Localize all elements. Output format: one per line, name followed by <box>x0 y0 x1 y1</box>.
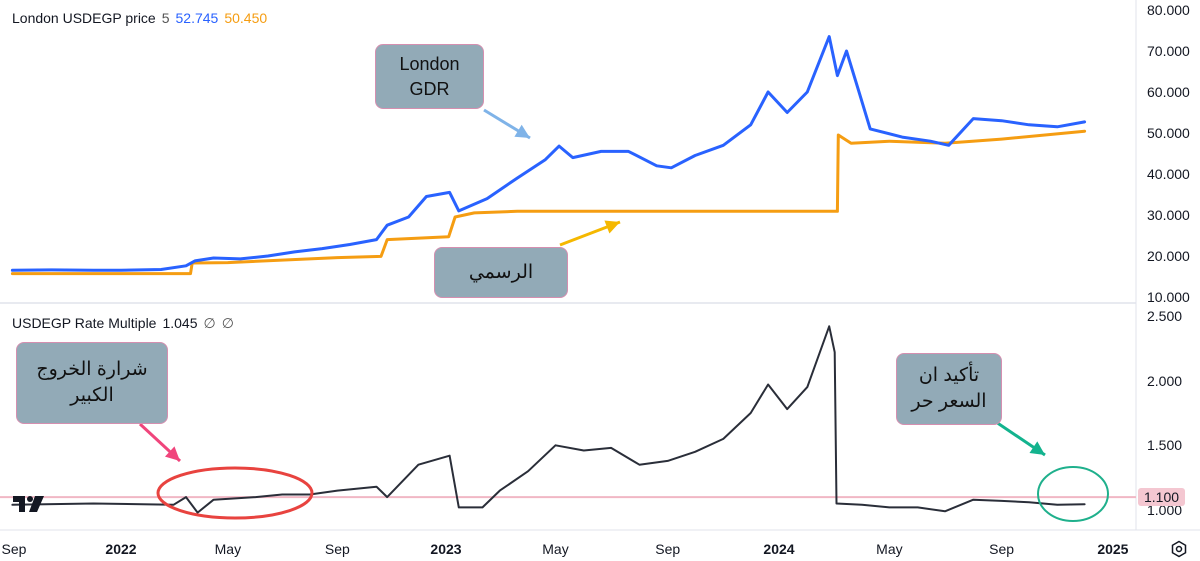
free-price-arrow <box>995 420 1046 457</box>
price-axis-tick-label: 30.000 <box>1147 207 1190 223</box>
official-price-value: 50.450 <box>224 10 268 26</box>
london-price-line <box>10 35 1087 272</box>
multiple-legend[interactable]: USDEGP Rate Multiple 1.045 ∅ ∅ <box>12 315 234 332</box>
time-axis-tick-label: 2024 <box>763 541 795 557</box>
price-axis-tick-label: 20.000 <box>1147 248 1190 264</box>
reference-level-badge: 1.100 <box>1138 488 1186 506</box>
price-axis-tick-label: 60.000 <box>1147 84 1190 100</box>
multiple-axis-tick-label: 2.500 <box>1147 308 1183 324</box>
big-exit-line1: شرارة الخروج <box>36 359 148 381</box>
big-exit-highlight-ellipse <box>156 466 314 520</box>
price-legend[interactable]: London USDEGP price 5 52.745 50.450 <box>12 10 267 26</box>
free-price-note: تأكيد ان السعر حر <box>896 353 1002 425</box>
london-gdr-line2: GDR <box>409 78 450 99</box>
free-price-line1: تأكيد ان <box>918 365 980 387</box>
big-exit-note: شرارة الخروج الكبير <box>16 342 168 424</box>
time-axis-tick-label: May <box>876 541 903 557</box>
price-axis-tick-label: 70.000 <box>1147 43 1190 59</box>
price-axis-tick-label: 50.000 <box>1147 125 1190 141</box>
time-axis-tick-label: 2023 <box>430 541 462 557</box>
multiple-axis-tick-label: 1.500 <box>1147 437 1183 454</box>
time-axis-tick-label: Sep <box>1 541 27 557</box>
london-price-value: 52.745 <box>175 10 219 26</box>
time-axis-tick-label: 2025 <box>1097 541 1129 557</box>
multiple-axis-tick-label: 2.000 <box>1147 372 1183 389</box>
tradingview-logo-icon[interactable] <box>13 494 49 514</box>
price-axis-tick-label: 80.000 <box>1147 2 1190 18</box>
interval-label: 5 <box>161 10 170 26</box>
free-price-line2: السعر حر <box>911 391 987 412</box>
price-axis-tick-label: 40.000 <box>1147 166 1190 182</box>
time-axis-tick-label: May <box>214 541 242 557</box>
london-gdr-note: London GDR <box>375 44 484 109</box>
official-rate-note: الرسمي <box>434 247 568 298</box>
multiple-symbol-label: USDEGP Rate Multiple <box>12 315 157 331</box>
time-axis-tick-label: Sep <box>324 541 350 557</box>
official-rate-text: الرسمي <box>468 261 534 283</box>
rate-multiple-line <box>11 325 1086 514</box>
time-axis-tick-label: 2022 <box>105 541 137 557</box>
price-symbol-label: London USDEGP price <box>12 10 156 26</box>
official-rate-arrow <box>559 220 621 247</box>
time-axis-tick-label: Sep <box>655 541 681 557</box>
price-axis-tick-label: 10.000 <box>1147 289 1190 305</box>
london-gdr-arrow <box>483 108 531 140</box>
big-exit-line2: الكبير <box>70 385 114 406</box>
free-price-highlight-ellipse <box>1037 466 1109 522</box>
official-rate-line <box>10 129 1087 276</box>
series-layer <box>0 35 1136 514</box>
time-axis-tick-label: Sep <box>989 541 1015 557</box>
annotation-layer <box>138 108 1109 522</box>
london-gdr-line1: London <box>399 54 460 75</box>
multiple-axis-tick-label: 1.000 <box>1147 502 1183 518</box>
empty-value-1: ∅ <box>203 315 216 331</box>
big-exit-arrow <box>138 422 182 463</box>
multiple-value: 1.045 <box>162 315 198 331</box>
time-axis-tick-label: May <box>542 541 569 557</box>
settings-gear-icon[interactable] <box>1170 540 1188 558</box>
empty-value-2: ∅ <box>221 315 234 331</box>
